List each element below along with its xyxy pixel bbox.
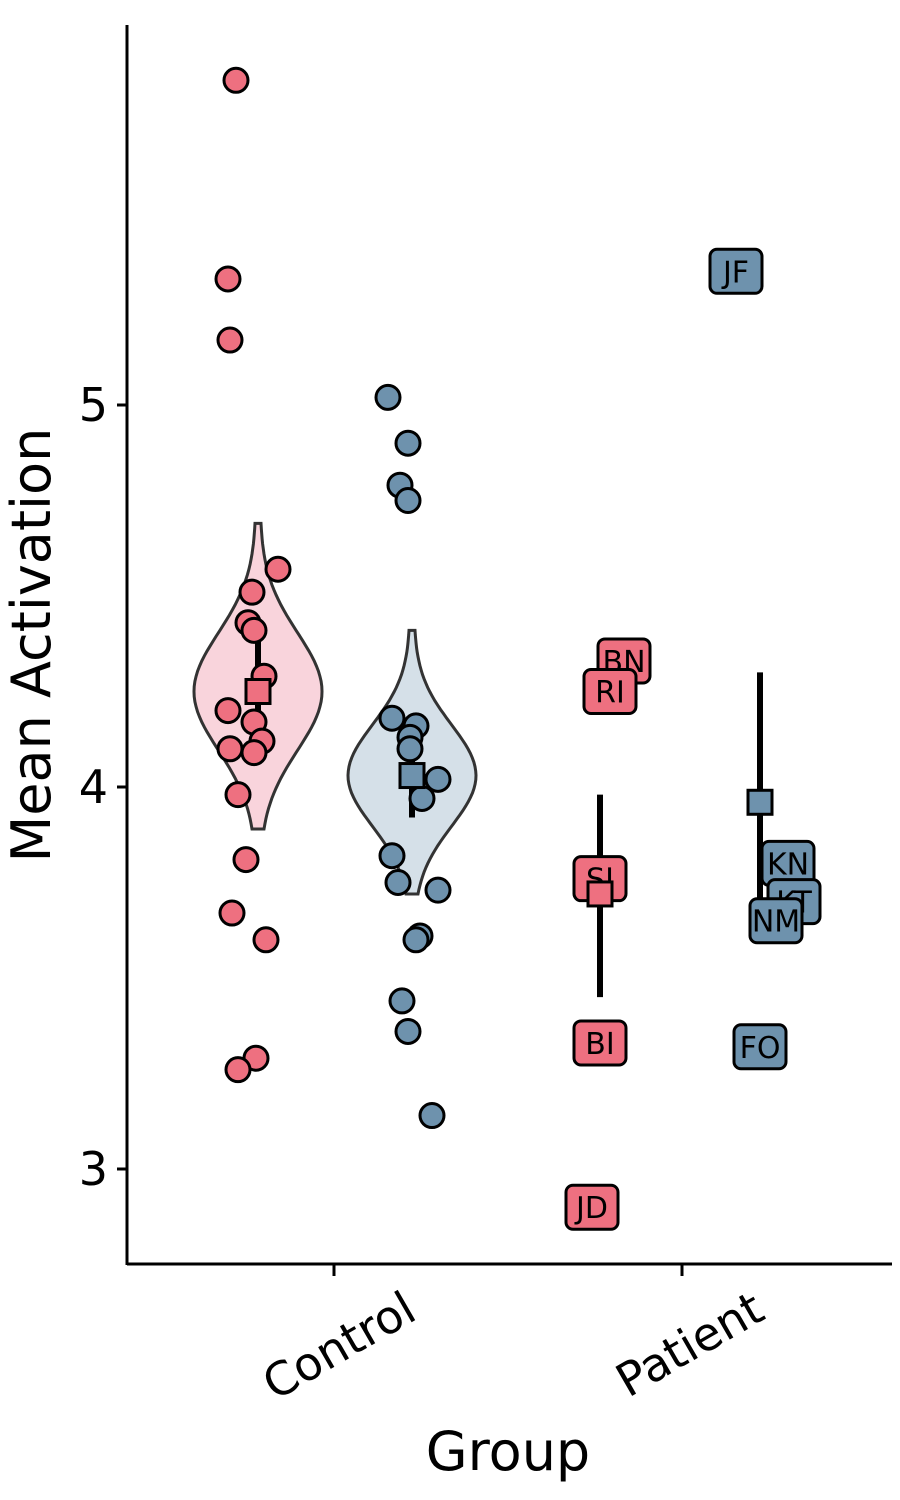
data-point — [394, 487, 422, 514]
label-point-bi: BI — [572, 1019, 628, 1067]
x-ticks: Control Patient — [253, 1264, 773, 1411]
y-tick-label: 3 — [79, 1142, 108, 1196]
label-text: BI — [585, 1027, 614, 1062]
label-point-fo: FO — [732, 1023, 788, 1071]
data-point — [224, 781, 252, 809]
label-box — [572, 1019, 628, 1067]
means — [244, 678, 774, 908]
label-text: KN — [767, 847, 809, 882]
label-box — [708, 247, 764, 295]
mean-marker-control-blue — [398, 762, 426, 790]
label-point-ri: RI — [582, 668, 638, 715]
data-point — [222, 66, 250, 94]
y-ticks: 3 4 5 — [79, 378, 127, 1196]
data-point — [264, 555, 292, 583]
label-text: FO — [740, 1031, 781, 1066]
x-tick-label-patient: Patient — [607, 1281, 773, 1408]
data-point — [418, 1102, 446, 1130]
label-text: NM — [752, 905, 800, 940]
data-point — [216, 735, 244, 763]
data-point — [396, 735, 424, 763]
data-point — [394, 429, 422, 457]
x-tick-label-control: Control — [253, 1281, 424, 1411]
data-point — [402, 926, 430, 954]
data-point — [232, 846, 260, 874]
data-point — [378, 842, 406, 870]
mean-marker-patient-red — [586, 880, 614, 908]
label-text: JD — [574, 1191, 608, 1226]
label-point-jf: JF — [708, 247, 764, 295]
label-box — [564, 1183, 620, 1231]
data-point — [224, 1056, 252, 1084]
points: BNRISIBIJDJFKNKTNMFO — [214, 66, 822, 1231]
data-point — [252, 926, 280, 954]
data-point — [240, 616, 268, 644]
label-box — [748, 897, 804, 945]
data-point — [374, 383, 402, 411]
data-point — [216, 326, 244, 354]
mean-marker-patient-blue — [746, 788, 774, 816]
label-text: JF — [721, 255, 749, 290]
label-point-kn: KN — [760, 839, 816, 887]
data-point — [238, 578, 266, 606]
x-axis-title: Group — [426, 1420, 590, 1483]
label-point-nm: NM — [748, 897, 804, 945]
data-point — [378, 704, 406, 732]
ci-bars — [255, 634, 763, 998]
data-point — [214, 265, 242, 293]
data-point — [214, 697, 242, 725]
data-point — [424, 876, 452, 904]
data-point — [384, 869, 412, 896]
label-point-jd: JD — [564, 1183, 620, 1231]
data-point — [424, 765, 452, 793]
data-point — [240, 739, 268, 767]
data-point — [408, 784, 436, 812]
label-text: RI — [595, 676, 625, 711]
label-box — [732, 1023, 788, 1071]
y-tick-label: 4 — [79, 760, 108, 814]
y-axis-title: Mean Activation — [0, 428, 63, 863]
data-point — [218, 899, 246, 927]
label-box — [582, 668, 638, 715]
data-point — [388, 987, 416, 1015]
y-tick-label: 5 — [79, 378, 108, 432]
mean-marker-control-red — [244, 678, 272, 705]
data-point — [394, 1017, 422, 1045]
